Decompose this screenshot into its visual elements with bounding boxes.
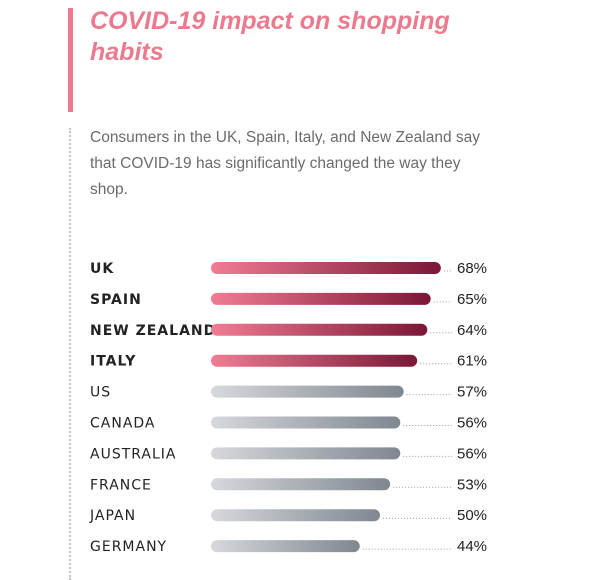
bar-japan (211, 509, 380, 522)
chart-title: COVID-19 impact on shopping habits (90, 7, 450, 66)
value-label-uk: 68% (457, 260, 487, 277)
value-label-new-zealand: 64% (457, 322, 487, 339)
value-label-spain: 65% (457, 291, 487, 308)
value-label-canada: 56% (457, 415, 487, 432)
category-label-france: FRANCE (90, 477, 152, 493)
bar-italy (211, 354, 418, 367)
title-accent-bar (68, 8, 73, 112)
bar-germany (211, 540, 360, 553)
chart-subtitle: Consumers in the UK, Spain, Italy, and N… (90, 129, 480, 198)
value-label-italy: 61% (457, 353, 487, 370)
category-label-germany: GERMANY (90, 539, 167, 555)
value-label-japan: 50% (457, 507, 487, 524)
bar-us (211, 385, 404, 398)
bar-spain (211, 292, 431, 305)
category-label-uk: UK (90, 261, 114, 277)
value-label-us: 57% (457, 384, 487, 401)
category-label-spain: SPAIN (90, 292, 142, 308)
value-label-australia: 56% (457, 445, 487, 462)
bar-new-zealand (211, 323, 428, 336)
category-label-australia: AUSTRALIA (90, 446, 177, 462)
bar-uk (211, 262, 441, 274)
value-label-germany: 44% (457, 538, 487, 555)
value-label-france: 53% (457, 476, 487, 493)
category-label-us: US (90, 385, 111, 401)
dotted-divider (69, 128, 71, 580)
category-label-japan: JAPAN (89, 508, 136, 524)
category-label-italy: ITALY (90, 354, 136, 370)
category-label-canada: CANADA (90, 416, 156, 432)
bar-canada (211, 416, 401, 429)
category-label-new-zealand: NEW ZEALAND (90, 323, 216, 339)
bar-france (211, 478, 391, 491)
bar-australia (211, 447, 401, 460)
